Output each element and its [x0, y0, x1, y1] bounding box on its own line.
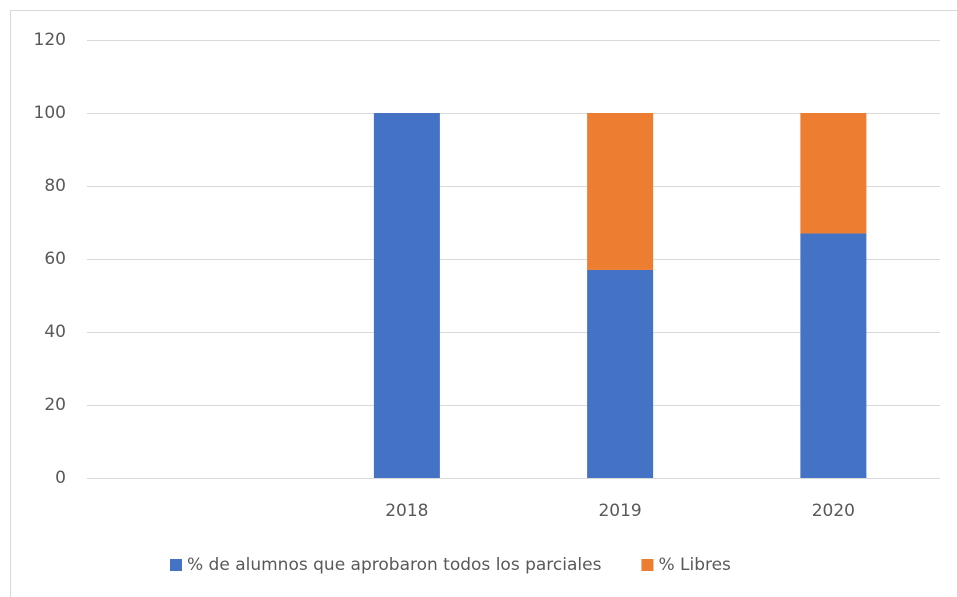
bar-segment [373, 113, 440, 478]
y-tick-label: 100 [34, 103, 66, 123]
legend-swatch [170, 559, 182, 571]
legend-swatch [641, 559, 654, 571]
y-tick-label: 0 [55, 468, 66, 488]
bar-segment [587, 113, 654, 270]
bar-segment [800, 113, 867, 234]
legend-label: % de alumnos que aprobaron todos los par… [187, 555, 602, 575]
y-tick-label: 20 [44, 395, 66, 415]
legend-label: % Libres [658, 555, 731, 575]
bar-segment [587, 269, 654, 478]
y-tick-label: 80 [44, 176, 66, 196]
bar-segment [800, 233, 867, 478]
x-tick-label: 2018 [385, 501, 428, 521]
y-tick-label: 60 [44, 249, 66, 269]
y-tick-label: 40 [44, 322, 66, 342]
x-tick-label: 2020 [812, 501, 855, 521]
chart-frame [10, 10, 957, 597]
x-tick-label: 2019 [598, 501, 641, 521]
y-tick-label: 120 [34, 30, 66, 50]
